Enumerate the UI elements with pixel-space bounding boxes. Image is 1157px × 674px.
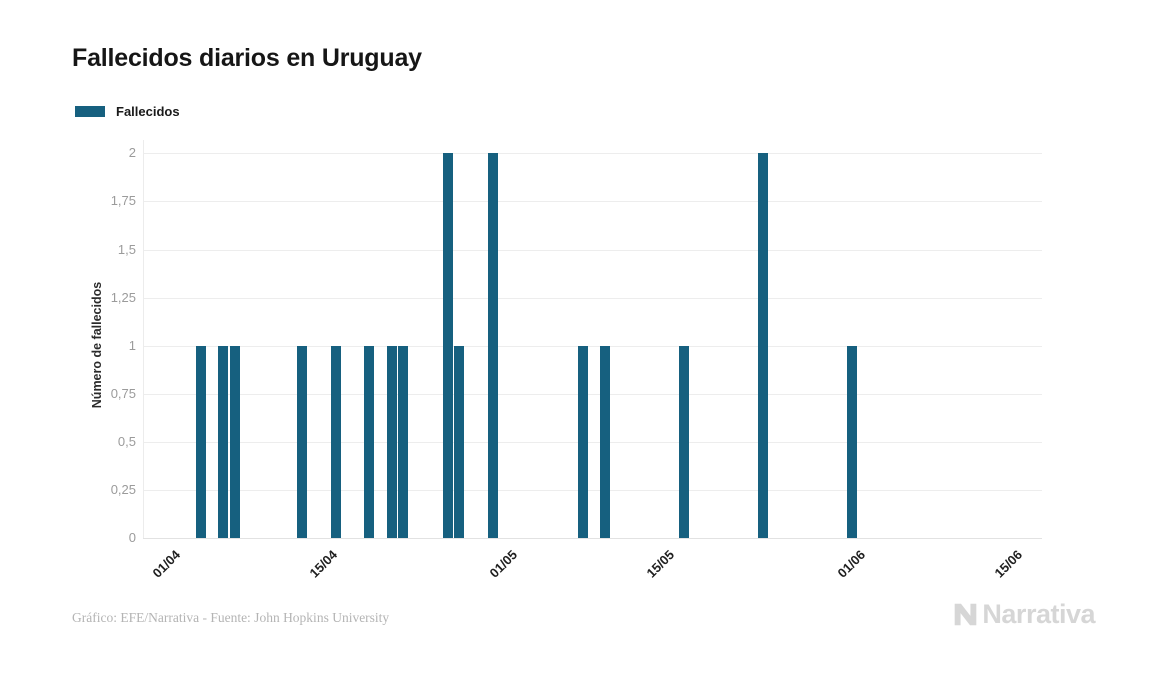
x-axis-line — [143, 538, 1042, 540]
brand-wordmark: Narrativa — [982, 599, 1095, 629]
y-tick-label: 0,5 — [117, 434, 136, 449]
gridline — [143, 442, 1042, 443]
x-tick-label: 01/06 — [834, 547, 869, 581]
x-tick-label: 15/04 — [306, 547, 341, 581]
y-tick-label: 0 — [128, 530, 136, 546]
bar-29-04 — [487, 153, 498, 539]
bar-20-04 — [386, 345, 397, 539]
bar-07-05 — [577, 345, 588, 539]
y-tick-label: 1 — [128, 337, 136, 353]
chart-title: Fallecidos diarios en Uruguay — [72, 44, 422, 72]
narrativa-n-icon — [952, 601, 979, 628]
bar-15-04 — [330, 345, 341, 539]
bar-26-04 — [454, 345, 465, 539]
y-tick-label: 1,75 — [110, 193, 136, 209]
x-tick-label: 01/05 — [486, 547, 521, 581]
y-tick-label: 1,5 — [117, 241, 136, 257]
y-axis-line — [143, 140, 144, 539]
bar-05-04 — [218, 345, 229, 539]
legend-swatch[interactable] — [75, 106, 105, 117]
gridline — [143, 490, 1042, 492]
bar-25-04 — [443, 153, 453, 539]
y-tick-label: 0,25 — [110, 482, 136, 498]
bar-23-05 — [757, 153, 768, 539]
bar-03-04 — [196, 345, 206, 539]
x-tick-label: 15/06 — [991, 547, 1026, 581]
gridline — [143, 201, 1042, 203]
x-tick-label: 01/04 — [149, 547, 184, 581]
bar-16-05 — [678, 345, 689, 539]
legend: Fallecidos — [75, 104, 180, 119]
x-tick-label: 15/05 — [643, 547, 678, 581]
bar-21-04 — [398, 345, 409, 539]
bar-09-05 — [600, 345, 611, 539]
gridline — [143, 297, 1042, 299]
bar-18-04 — [364, 345, 375, 539]
bar-12-04 — [297, 345, 307, 539]
source-credit: Gráfico: EFE/Narrativa - Fuente: John Ho… — [72, 610, 390, 625]
bar-31-05 — [847, 345, 858, 539]
y-tick-label: 0,75 — [110, 385, 136, 401]
legend-item-fallecidos[interactable]: Fallecidos — [116, 104, 180, 119]
gridline — [143, 153, 1042, 155]
gridline — [143, 249, 1042, 251]
brand-logo: Narrativa — [952, 599, 1095, 630]
bar-06-04 — [229, 345, 240, 539]
gridline — [143, 393, 1042, 395]
gridline — [143, 345, 1042, 347]
y-tick-label: 2 — [128, 145, 136, 161]
y-tick-label: 1,25 — [110, 289, 136, 305]
